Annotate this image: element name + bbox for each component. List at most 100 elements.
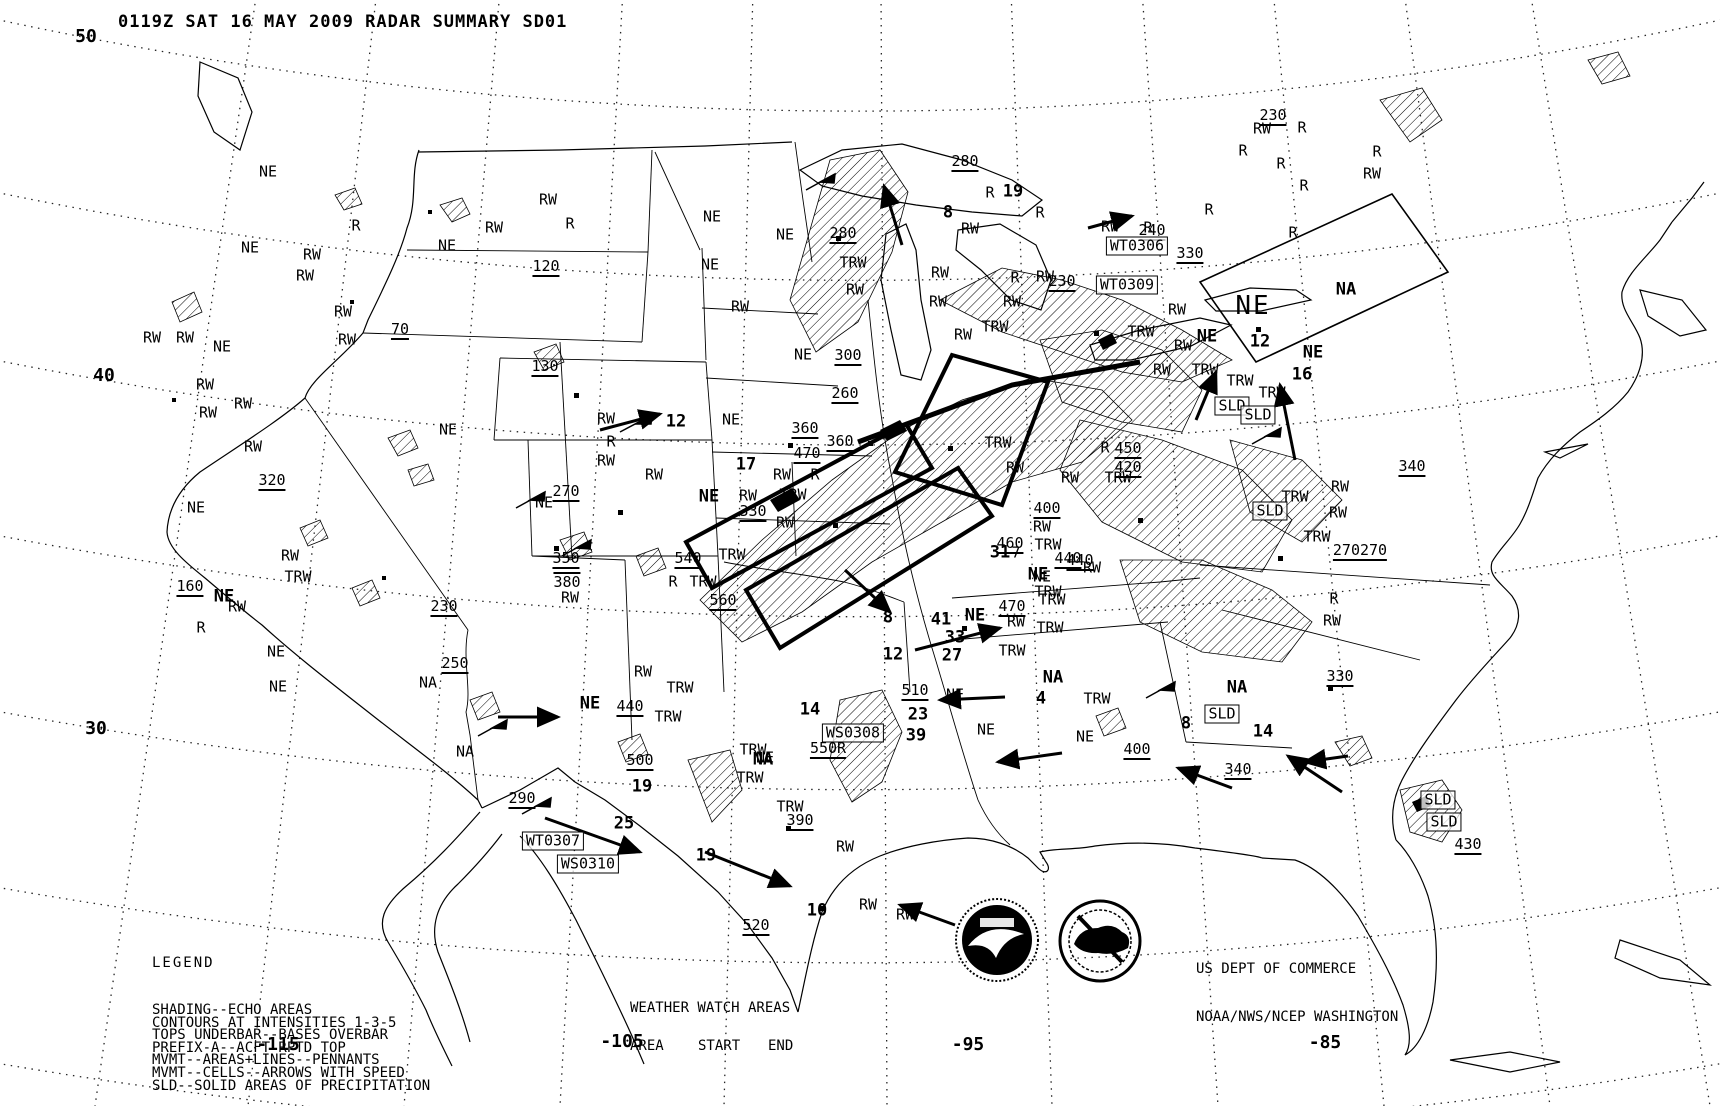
- legend-line: MVMT--AREAS+LINES--PENNANTS: [152, 1052, 380, 1069]
- map-label: RW: [1002, 292, 1022, 311]
- map-label: RW: [1330, 477, 1350, 496]
- map-label: NE: [755, 748, 775, 767]
- map-label: TRW: [839, 253, 867, 272]
- map-label: NA: [1226, 677, 1248, 698]
- map-label: NA: [1335, 279, 1357, 300]
- map-label: RW: [227, 597, 247, 616]
- map-label: 340: [1224, 760, 1252, 780]
- map-label: NE: [964, 605, 986, 626]
- map-label: 270: [552, 482, 580, 502]
- map-label: 230: [430, 597, 458, 617]
- legend-heading: LEGEND: [152, 955, 215, 972]
- map-label: 19: [1002, 181, 1024, 202]
- map-label: 70: [390, 320, 410, 340]
- map-label: TRW: [739, 740, 767, 759]
- map-label: 4: [1035, 688, 1047, 709]
- watch-table-heading: WEATHER WATCH AREAS: [630, 1000, 791, 1017]
- map-label: R: [351, 216, 361, 235]
- map-label: TRW: [1038, 590, 1066, 609]
- map-label: 16: [1291, 364, 1313, 385]
- echo-areas: [171, 51, 1631, 843]
- map-label: RW: [738, 486, 758, 505]
- map-label: R: [985, 183, 995, 202]
- map-label: 39: [905, 725, 927, 746]
- map-label: RW: [596, 451, 616, 470]
- map-label: 430: [1454, 835, 1482, 855]
- noaa-logo: [955, 898, 1039, 982]
- map-label: NE: [437, 236, 457, 255]
- map-label: 560: [709, 591, 737, 611]
- map-label: RW: [1252, 119, 1272, 138]
- map-label: 14: [1252, 721, 1274, 742]
- map-label: TRW: [1191, 360, 1219, 379]
- map-label: NE: [775, 225, 795, 244]
- nws-logo: [1058, 899, 1142, 983]
- map-label: NE: [186, 498, 206, 517]
- map-label: NE: [945, 685, 965, 704]
- col-start: START: [698, 1037, 741, 1054]
- map-label: TRW: [981, 317, 1009, 336]
- map-label: TRW: [718, 545, 746, 564]
- legend-line: MVMT--CELLS--ARROWS WITH SPEED: [152, 1064, 405, 1081]
- map-label: 230: [1259, 106, 1287, 126]
- map-label: R: [1329, 589, 1339, 608]
- map-label: 500: [626, 751, 654, 771]
- map-label: 25: [613, 813, 635, 834]
- map-label: 290: [508, 789, 536, 809]
- map-label: 360: [791, 419, 819, 439]
- map-label: R: [810, 465, 820, 484]
- map-label: TRW: [1083, 689, 1111, 708]
- map-label: 270270: [1332, 541, 1388, 561]
- map-label: RW: [233, 394, 253, 413]
- graticule-label: -115: [256, 1034, 300, 1055]
- map-label: RW: [845, 280, 865, 299]
- map-label: R: [1143, 218, 1153, 237]
- map-label: RW: [484, 218, 504, 237]
- map-label: 330: [1326, 667, 1354, 687]
- map-label: RW: [198, 403, 218, 422]
- map-label: NE: [1235, 291, 1271, 321]
- map-label: NA: [1042, 667, 1064, 688]
- map-label: TRW: [1034, 535, 1062, 554]
- map-label: TRW: [1036, 618, 1064, 637]
- map-label: R: [1035, 203, 1045, 222]
- graticule-label: 30: [85, 718, 107, 739]
- movement-arrows: [498, 183, 1349, 927]
- map-label: 230: [1048, 272, 1076, 292]
- map-label: 280: [951, 152, 979, 172]
- map-label: RW: [930, 263, 950, 282]
- map-label: NE: [534, 493, 554, 512]
- map-label: 400: [1123, 740, 1151, 760]
- credits-block: US DEPT OF COMMERCE NOAA/NWS/NCEP WASHIN…: [1196, 929, 1398, 1057]
- map-label: NA: [455, 742, 475, 761]
- map-label: R: [565, 214, 575, 233]
- map-label: TRW: [1127, 322, 1155, 341]
- map-label: 340: [1398, 457, 1426, 477]
- col-area: AREA: [630, 1037, 664, 1054]
- legend-block: LEGEND SHADING--ECHO AREAS CONTOURS AT IN…: [152, 932, 430, 1106]
- legend-line: TOPS UNDERBAR--BASES OVERBAR: [152, 1027, 389, 1044]
- map-label: R: [1297, 118, 1307, 137]
- map-label: RW: [1032, 517, 1052, 536]
- map-label: RW: [1035, 267, 1055, 286]
- map-label: TRW: [1258, 383, 1286, 402]
- map-label: NE: [1302, 342, 1324, 363]
- map-label: NE: [1196, 326, 1218, 347]
- map-label: TRW: [1104, 468, 1132, 487]
- map-label: 440: [616, 697, 644, 717]
- map-label: TRW: [1303, 527, 1331, 546]
- map-label: TRW: [654, 707, 682, 726]
- map-label: 33: [944, 627, 966, 648]
- map-label: RW: [775, 513, 795, 532]
- map-label: NE: [1032, 567, 1052, 586]
- map-label: RW: [1167, 300, 1187, 319]
- map-label: NE: [240, 238, 260, 257]
- credits-line1: US DEPT OF COMMERCE: [1196, 961, 1357, 977]
- map-label: 380: [553, 572, 581, 591]
- map-label: 360: [826, 432, 854, 452]
- map-label: NE: [579, 693, 601, 714]
- map-label: NE: [438, 420, 458, 439]
- map-label: RW: [333, 302, 353, 321]
- map-label: R: [1299, 176, 1309, 195]
- map-label: 19: [695, 845, 717, 866]
